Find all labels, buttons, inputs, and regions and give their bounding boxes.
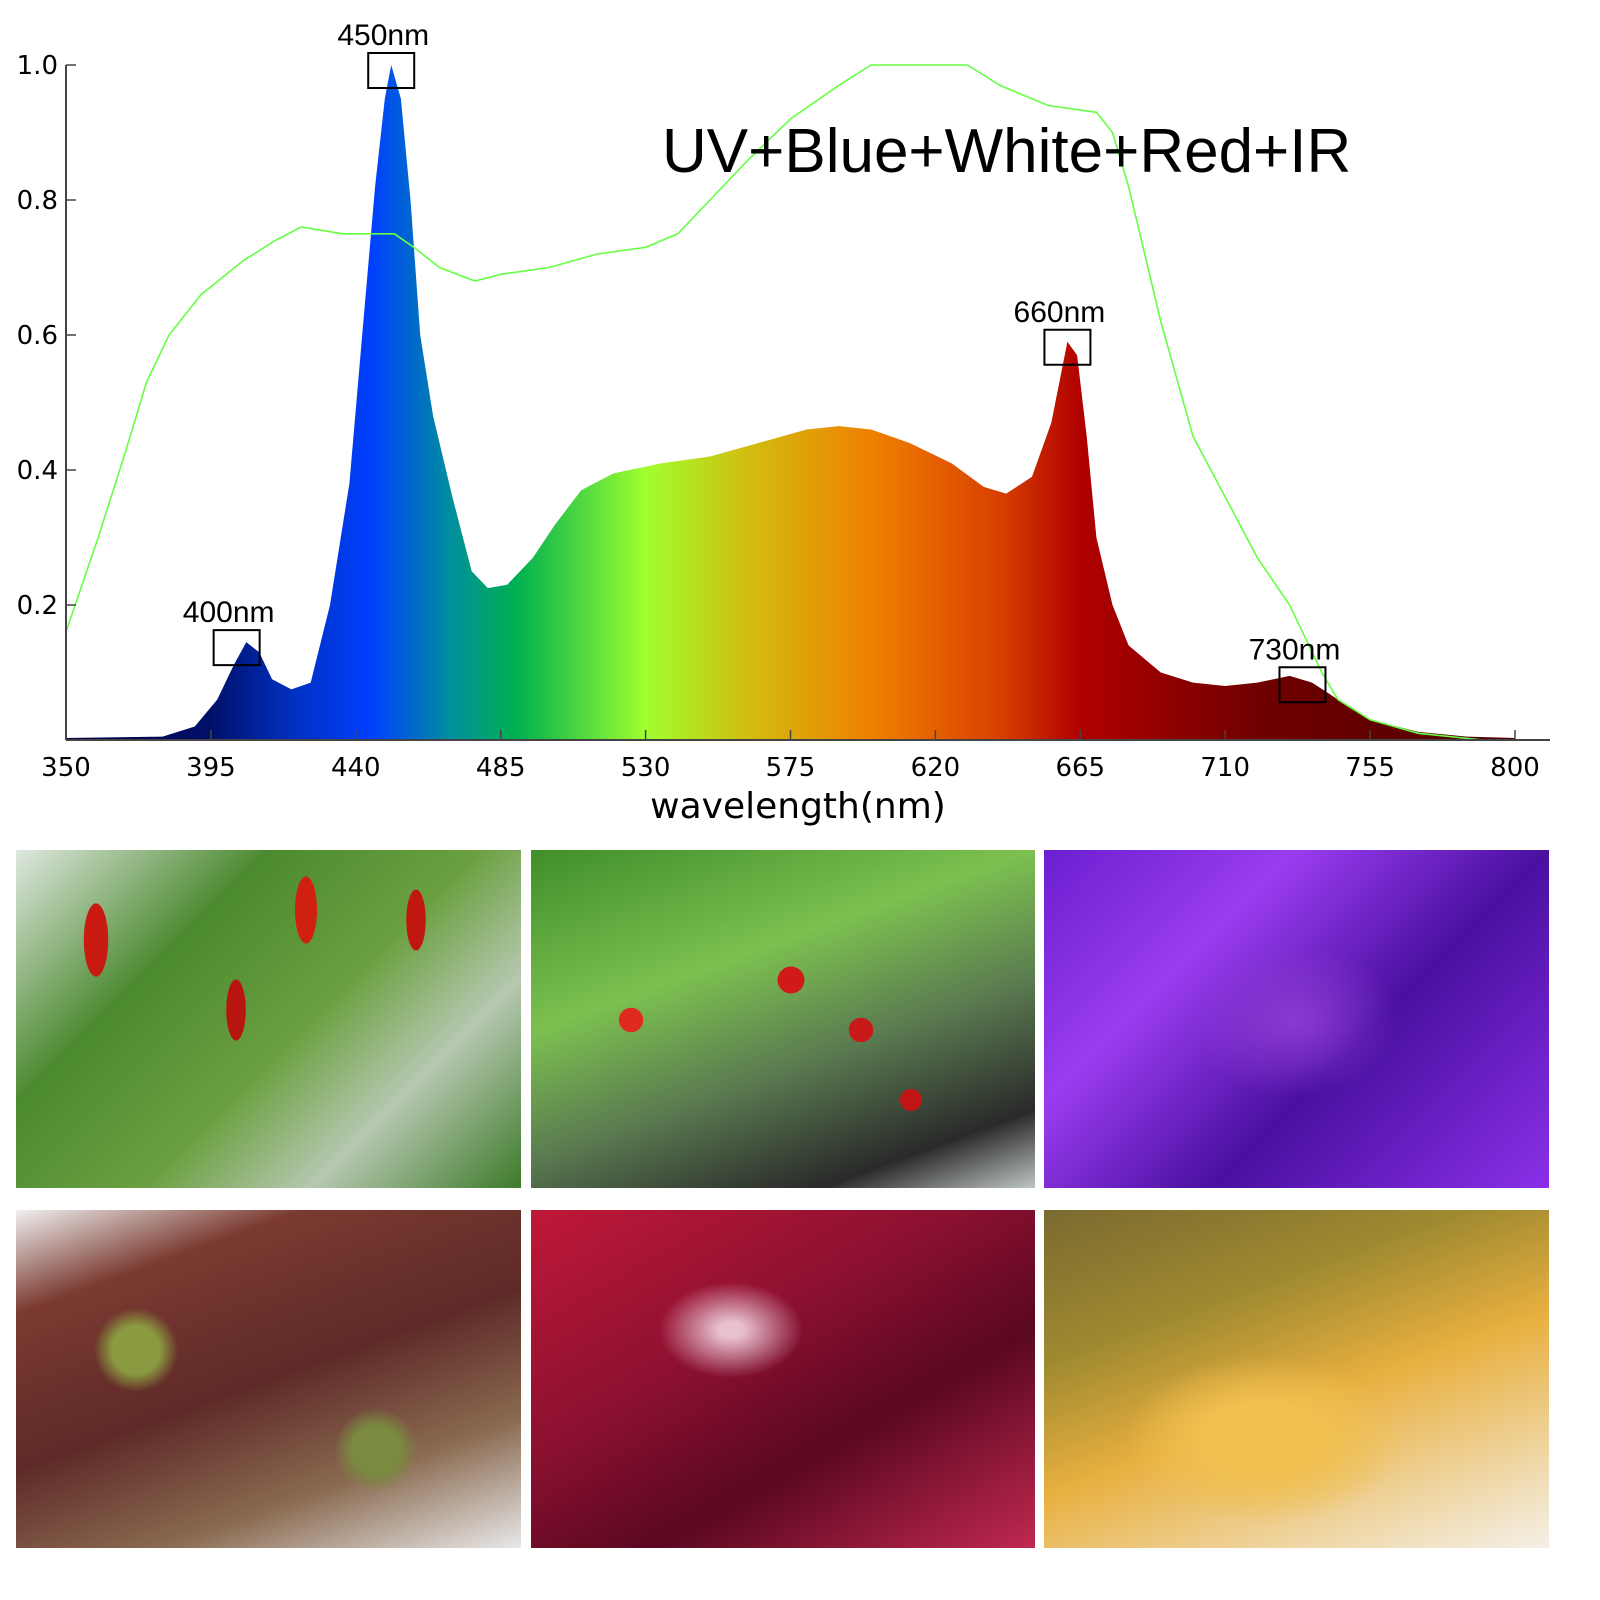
x-tick-label: 710 xyxy=(1200,753,1250,783)
peak-label: 450nm xyxy=(337,19,429,52)
x-tick-label: 530 xyxy=(621,753,671,783)
peak-marker-box xyxy=(212,629,261,667)
peak-marker-box xyxy=(367,52,416,89)
x-tick-label: 350 xyxy=(41,753,91,783)
peak-label: 400nm xyxy=(183,596,275,629)
photo-purple-lit-plant xyxy=(1044,850,1549,1188)
x-axis-label: wavelength(nm) xyxy=(650,786,946,827)
x-tick-label: 395 xyxy=(186,753,236,783)
photo-red-leaf-lettuce xyxy=(16,1210,521,1548)
x-tick-label: 440 xyxy=(331,753,381,783)
spectrum-area xyxy=(66,65,1515,740)
x-tick-label: 575 xyxy=(766,753,816,783)
x-tick-label: 755 xyxy=(1345,753,1395,783)
peak-label: 730nm xyxy=(1249,633,1341,666)
x-tick-label: 665 xyxy=(1055,753,1105,783)
peak-marker-box xyxy=(1043,328,1092,366)
x-tick-label: 485 xyxy=(476,753,526,783)
chart-title: UV+Blue+White+Red+IR xyxy=(662,117,1351,186)
y-tick-label: 0.8 xyxy=(17,186,58,216)
y-tick-label: 1.0 xyxy=(17,51,58,81)
photo-strawberries xyxy=(531,850,1035,1188)
photo-bees-on-flower xyxy=(1044,1210,1549,1548)
x-tick-label: 800 xyxy=(1490,753,1540,783)
peak-label: 660nm xyxy=(1014,296,1106,329)
y-tick-label: 0.6 xyxy=(17,321,58,351)
y-tick-label: 0.2 xyxy=(17,591,58,621)
photo-red-lettuce-closeup xyxy=(531,1210,1035,1548)
photo-chili-peppers xyxy=(16,850,521,1188)
spectrum-chart: 350 395 440 485 530 575 620 665 710 755 800 0.2 0.4 0… xyxy=(17,19,1550,827)
y-tick-label: 0.4 xyxy=(17,456,58,486)
peak-marker-box xyxy=(1278,666,1327,704)
x-tick-label: 620 xyxy=(911,753,961,783)
reference-curve-line xyxy=(65,64,1483,741)
